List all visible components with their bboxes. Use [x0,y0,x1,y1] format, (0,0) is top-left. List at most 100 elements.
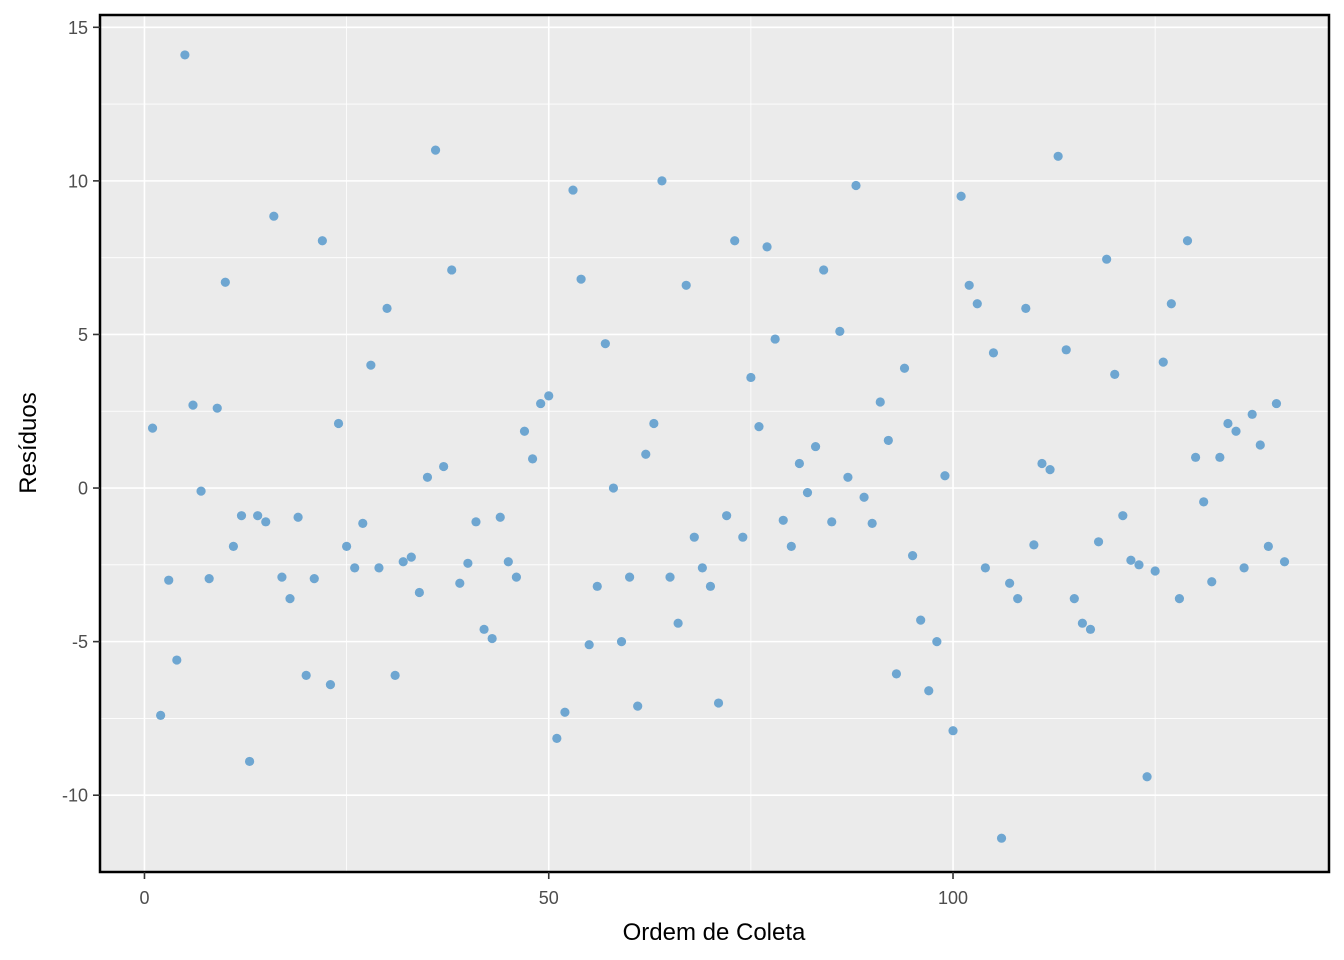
data-point [883,435,893,446]
y-tick-label: -10 [62,786,88,806]
data-point [1134,560,1144,570]
data-point [358,518,368,528]
data-point [1061,345,1071,355]
data-points [147,50,1290,843]
plot-panel [100,15,1329,872]
y-tick-label: 10 [68,171,88,191]
data-point [156,710,166,720]
data-point [794,458,804,469]
data-point [899,363,910,373]
data-point [1126,555,1136,565]
data-point [592,581,602,591]
x-tick-label: 100 [938,888,968,908]
data-point [285,594,295,604]
data-point [147,423,158,433]
data-point [681,280,691,290]
data-point [907,551,918,561]
data-point [1142,772,1152,782]
data-point [657,176,667,186]
data-point [261,517,271,527]
data-point [1166,299,1176,309]
data-point [1013,594,1023,604]
data-point [576,274,586,284]
data-point [1279,557,1290,567]
data-point [382,303,392,313]
data-point [996,833,1007,843]
data-point [956,191,966,201]
data-point [212,403,222,413]
data-point [810,441,821,452]
data-point [511,572,522,582]
data-point [1093,537,1104,547]
data-point [552,733,562,743]
data-point [673,618,683,628]
data-point [600,339,610,349]
data-point [948,726,958,736]
data-point [1231,426,1241,436]
data-point [244,756,255,767]
data-point [406,552,416,562]
data-point [584,640,594,650]
data-point [754,422,764,432]
data-point [220,277,230,287]
data-point [188,400,198,410]
data-point [705,581,716,591]
data-point [333,418,344,429]
data-point [1110,369,1120,379]
data-point [204,574,214,584]
data-point [180,50,190,60]
data-point [519,426,530,436]
data-point [172,655,182,665]
data-point [713,698,724,708]
y-axis-title: Resíduos [15,392,42,493]
data-point [1174,594,1185,604]
data-point [1247,409,1257,419]
data-point [568,185,578,195]
plot-border [98,13,1331,874]
data-point [309,574,319,584]
data-point [730,236,740,246]
data-point [301,670,311,681]
data-point [891,669,902,679]
data-point [1239,563,1249,573]
data-point [859,492,869,502]
y-tick-label: 5 [78,325,88,345]
data-point [1029,540,1039,550]
data-point [625,572,635,582]
data-point [1263,541,1273,552]
data-point [463,558,473,568]
data-point [325,680,336,690]
data-point [293,512,303,522]
data-point [649,418,659,429]
data-point [350,563,360,573]
data-point [544,391,554,401]
data-point [964,280,974,290]
x-axis-title: Ordem de Coleta [623,919,806,946]
y-tick-label: 15 [68,18,88,38]
data-point [560,707,570,717]
data-point [988,348,999,358]
data-point [487,633,497,644]
data-point [1150,566,1160,576]
data-point [722,511,732,521]
data-point [1207,577,1217,587]
data-point [447,265,457,275]
data-point [665,572,675,582]
data-point [689,532,699,542]
data-point [1005,578,1015,588]
data-point [527,454,538,464]
data-point [1271,398,1282,409]
data-point [1182,236,1193,246]
x-tick-label: 50 [539,888,559,908]
data-point [802,488,813,498]
data-point [277,572,287,582]
data-point [1021,303,1031,313]
data-point [608,483,619,493]
data-point [1158,357,1168,367]
data-point [430,145,441,155]
data-point [164,575,174,585]
data-point [1053,151,1063,161]
data-point [762,242,772,252]
data-point [455,578,465,588]
